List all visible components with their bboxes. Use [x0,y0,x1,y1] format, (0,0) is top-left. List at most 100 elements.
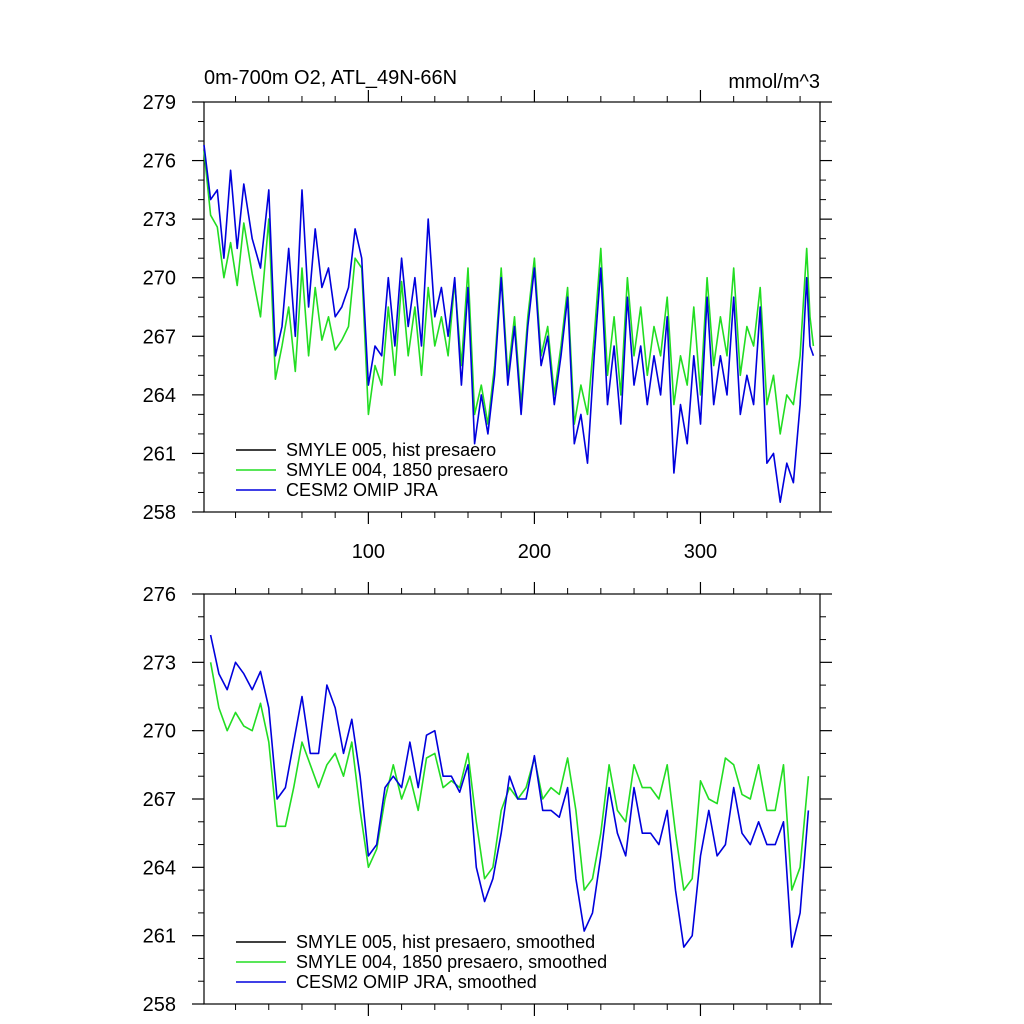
data-point [691,878,693,880]
data-point [417,810,419,812]
data-point [210,214,212,216]
data-point [260,267,262,269]
data-point [633,787,635,789]
y-tick-label: 258 [143,994,176,1016]
data-point [374,365,376,367]
data-point [740,375,742,377]
data-point [753,404,755,406]
data-point [394,375,396,377]
data-point [500,277,502,279]
data-point [673,472,675,474]
data-point [314,228,316,230]
data-point [368,384,370,386]
data-point [226,730,228,732]
data-point [251,273,253,275]
data-point [666,810,668,812]
data-point [534,267,536,269]
data-point [766,462,768,464]
data-point [401,257,403,259]
axis-ticks: 279 276 273 270 267 264 261 258 100 200 300 [143,90,832,563]
data-point [773,375,775,377]
data-point [226,689,228,691]
data-point [774,810,776,812]
data-point [421,345,423,347]
data-point [235,662,237,664]
data-point [575,810,577,812]
data-point [613,345,615,347]
data-point [210,199,212,201]
data-point [617,810,619,812]
data-point [401,798,403,800]
y-tick-label: 258 [143,502,176,524]
data-point [351,719,353,721]
data-point [560,355,562,357]
bottom-panel: 276 273 270 267 264 261 258 SMYLE 005, hist pr… [143,582,832,1016]
data-point [725,844,727,846]
data-point [476,821,478,823]
data-point [417,787,419,789]
data-point [587,414,589,416]
data-point [708,798,710,800]
data-point [401,281,403,283]
data-point [454,277,456,279]
data-point [388,277,390,279]
data-point [592,878,594,880]
data-point [467,287,469,289]
data-point [301,696,303,698]
data-point [476,867,478,869]
data-point [434,316,436,318]
data-point [243,183,245,185]
data-point [334,316,336,318]
data-point [759,306,761,308]
data-point [658,798,660,800]
data-point [617,832,619,834]
series-lines [209,634,810,948]
data-point [434,753,436,755]
data-point [217,189,219,191]
data-point [426,757,428,759]
data-point [799,404,801,406]
data-point [766,844,768,846]
data-point [243,673,245,675]
data-point [434,730,436,732]
data-point [633,355,635,357]
data-point [243,725,245,727]
data-point [693,355,695,357]
data-point [260,671,262,673]
series-lines [203,144,815,504]
data-point [799,355,801,357]
data-point [647,375,649,377]
y-tick-label: 261 [143,926,176,948]
data-point [442,775,444,777]
y-tick-label: 264 [143,857,176,879]
data-point [673,404,675,406]
legend-label-smyle-004: SMYLE 004, 1850 presaero [286,460,508,480]
data-point [640,306,642,308]
data-point [774,844,776,846]
data-point [447,336,449,338]
data-point [481,384,483,386]
data-point [434,345,436,347]
data-point [675,832,677,834]
data-point [680,404,682,406]
data-point [625,821,627,823]
y-tick-label: 273 [143,209,176,231]
data-point [625,855,627,857]
data-point [321,339,323,341]
data-point [251,238,253,240]
data-point [359,810,361,812]
data-point [276,798,278,800]
y-tick-label: 276 [143,584,176,606]
data-point [361,257,363,259]
data-point [746,326,748,328]
data-point [567,287,569,289]
data-point [647,404,649,406]
data-point [467,753,469,755]
data-point [741,794,743,796]
data-point [293,741,295,743]
data-point [580,384,582,386]
data-point [467,267,469,269]
data-point [376,844,378,846]
data-point [675,889,677,891]
data-point [700,423,702,425]
